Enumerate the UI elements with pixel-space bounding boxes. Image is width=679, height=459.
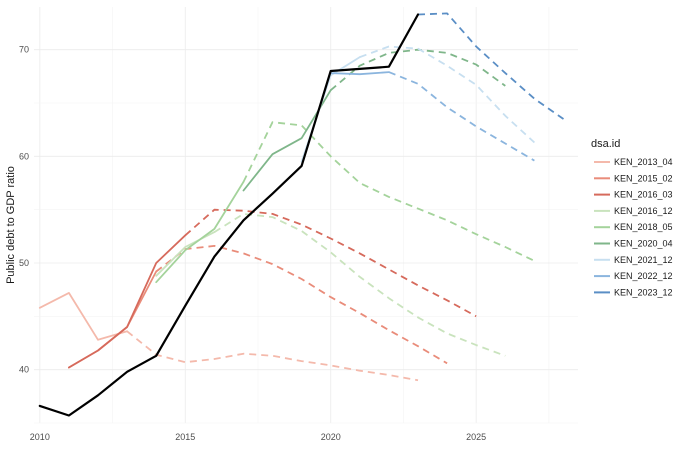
actual-debt-line (38, 13, 420, 417)
y-tick-label: 70 (19, 45, 29, 55)
legend-item: KEN_2021_12 (594, 255, 673, 265)
actual-line (38, 13, 420, 417)
legend-item: KEN_2015_02 (594, 173, 673, 183)
series-projection-line (388, 71, 535, 162)
x-tick-label: 2015 (175, 432, 195, 442)
series-KEN_2018_05 (155, 121, 535, 284)
grid (34, 7, 578, 424)
legend-item: KEN_2020_04 (594, 239, 673, 249)
series-history-line (38, 291, 128, 341)
x-tick-label: 2025 (466, 432, 486, 442)
series-projection-line (184, 208, 477, 318)
series-projection-line (242, 121, 535, 262)
legend-label: KEN_2020_04 (614, 239, 673, 249)
series-projection-line (359, 45, 536, 144)
legend-label: KEN_2016_03 (614, 190, 673, 200)
legend-item: KEN_2023_12 (594, 287, 673, 297)
series-KEN_2022_12 (329, 71, 535, 162)
legend-title: dsa.id (591, 138, 620, 150)
series-projection-line (126, 330, 419, 382)
series-projection-line (213, 212, 506, 357)
series-projection-line (417, 12, 565, 120)
legend-item: KEN_2016_03 (594, 190, 673, 200)
legend-label: KEN_2015_02 (614, 173, 673, 183)
series-projection-line (155, 244, 448, 365)
series-projection-line (330, 48, 506, 91)
legend: dsa.id KEN_2013_04 KEN_2015_02 KEN_2016_03… (591, 138, 673, 297)
y-tick-label: 50 (19, 258, 29, 268)
series-KEN_2016_03 (68, 208, 477, 369)
legend-label: KEN_2018_05 (614, 222, 673, 232)
y-axis-ticks: 40 50 60 70 (19, 45, 29, 375)
legend-item: KEN_2018_05 (594, 222, 673, 232)
legend-label: KEN_2013_04 (614, 157, 673, 167)
series-history-line (329, 71, 390, 76)
legend-item: KEN_2022_12 (594, 271, 673, 281)
y-axis-title: Public debt to GDP ratio (5, 166, 17, 284)
x-axis-ticks: 2010 2015 2020 2025 (30, 432, 486, 442)
legend-label: KEN_2023_12 (614, 287, 673, 297)
legend-label: KEN_2022_12 (614, 271, 673, 281)
series-KEN_2021_12 (300, 45, 536, 163)
y-tick-label: 40 (19, 365, 29, 375)
series-KEN_2013_04 (38, 291, 419, 382)
y-tick-label: 60 (19, 151, 29, 161)
legend-label: KEN_2021_12 (614, 255, 673, 265)
series-KEN_2020_04 (242, 48, 506, 192)
legend-label: KEN_2016_12 (614, 206, 673, 216)
x-tick-label: 2020 (321, 432, 341, 442)
x-tick-label: 2010 (30, 432, 50, 442)
series-history-line (155, 180, 245, 284)
legend-item: KEN_2016_12 (594, 206, 673, 216)
series-lines (38, 12, 565, 382)
series-history-line (68, 234, 187, 369)
legend-item: KEN_2013_04 (594, 157, 673, 167)
series-history-line (242, 89, 332, 192)
series-KEN_2023_12 (417, 12, 565, 120)
